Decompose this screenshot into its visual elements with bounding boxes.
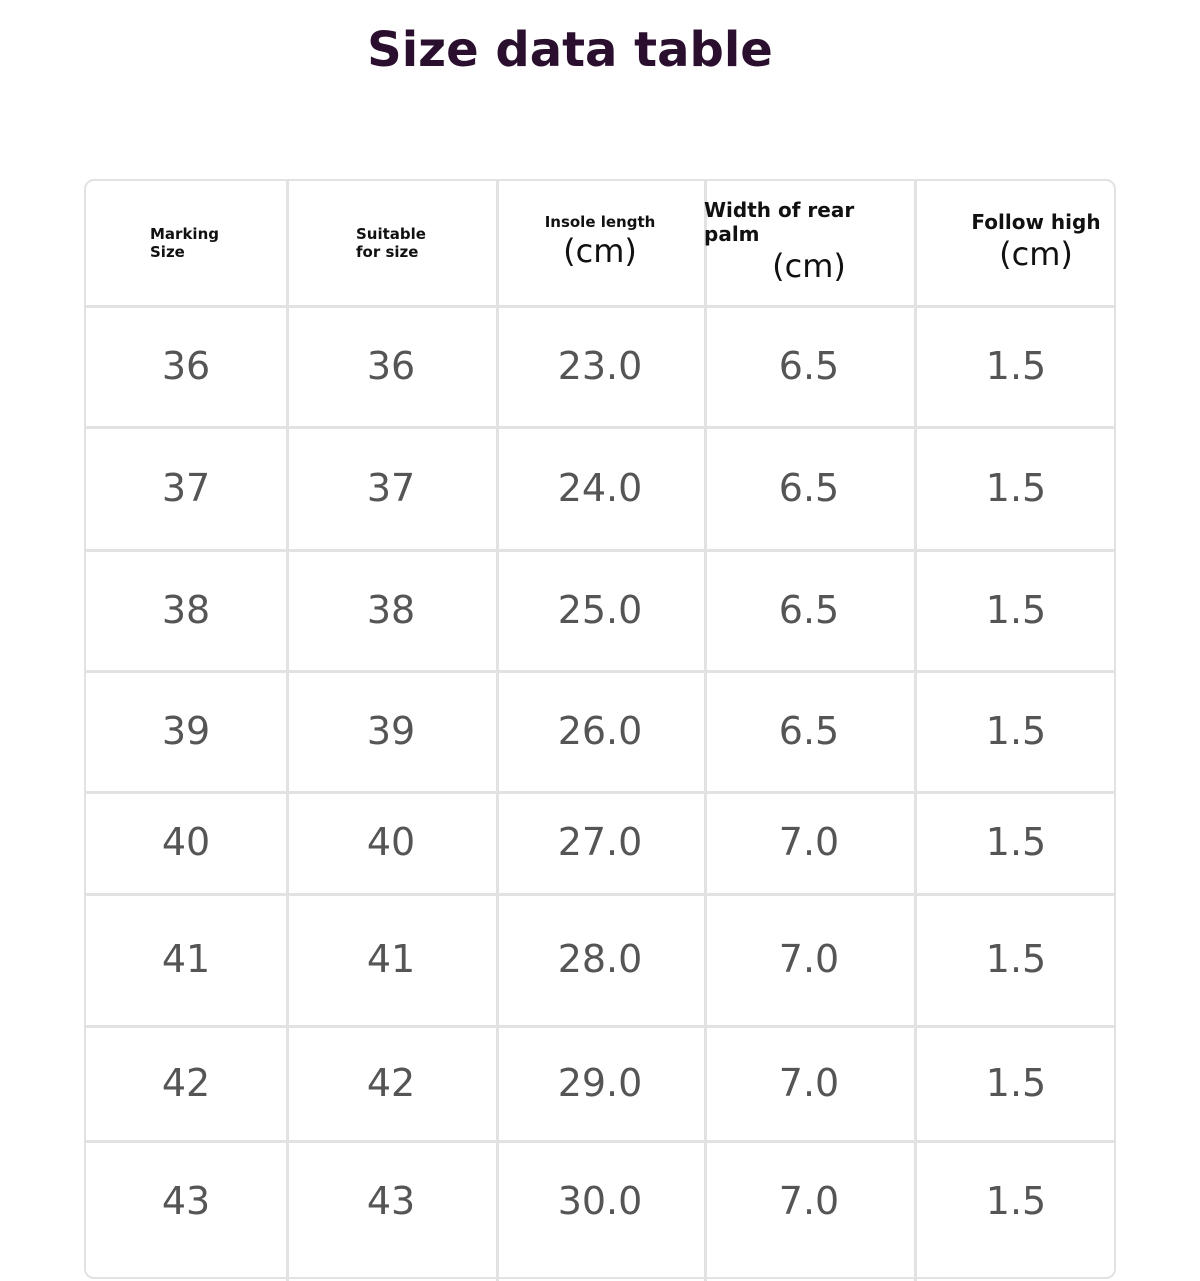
table-cell: 37 <box>161 465 211 510</box>
table-cell: 7.0 <box>778 1178 840 1223</box>
row-divider <box>86 670 1116 673</box>
table-cell: 1.5 <box>985 465 1047 510</box>
table-cell: 42 <box>161 1060 211 1105</box>
table-cell: 38 <box>161 587 211 632</box>
header-text: (cm) <box>563 232 637 271</box>
row-divider <box>86 1025 1116 1028</box>
table-cell: 1.5 <box>985 343 1047 388</box>
header-text: (cm) <box>772 247 846 286</box>
table-cell: 1.5 <box>985 587 1047 632</box>
table-cell: 43 <box>366 1178 416 1223</box>
table-cell: 7.0 <box>778 937 840 981</box>
header-text: Size <box>150 243 185 261</box>
table-cell: 1.5 <box>985 937 1047 981</box>
header-cell: Suitable for size <box>286 181 496 305</box>
row-divider <box>86 549 1116 552</box>
table-cell: 26.0 <box>557 708 643 753</box>
table-cell: 43 <box>161 1178 211 1223</box>
table-cell: 1.5 <box>985 820 1047 864</box>
row-divider <box>86 1140 1116 1143</box>
table-cell: 7.0 <box>778 820 840 864</box>
column-divider <box>704 181 707 1281</box>
header-text: Width of rear palm <box>704 198 855 247</box>
column-divider <box>914 181 917 1281</box>
table-cell: 42 <box>366 1060 416 1105</box>
table-cell: 37 <box>366 465 416 510</box>
size-table: Marking Size Suitable for size Insole length… <box>84 179 1118 1281</box>
table-cell: 27.0 <box>557 820 643 864</box>
table-cell: 39 <box>366 708 416 753</box>
table-cell: 23.0 <box>557 343 643 388</box>
row-divider <box>86 791 1116 794</box>
header-text: for size <box>356 243 419 261</box>
header-cell: Follow high (cm) <box>914 181 1118 305</box>
table-cell: 36 <box>161 343 211 388</box>
row-divider <box>86 426 1116 429</box>
table-cell: 1.5 <box>985 1060 1047 1105</box>
header-text: Suitable <box>356 225 426 243</box>
table-cell: 6.5 <box>778 708 840 753</box>
header-text: Follow high <box>971 210 1101 235</box>
table-cell: 29.0 <box>557 1060 643 1105</box>
table-cell: 38 <box>366 587 416 632</box>
header-cell: Insole length (cm) <box>496 181 704 305</box>
table-cell: 1.5 <box>985 1178 1047 1223</box>
header-cell: Marking Size <box>86 181 286 305</box>
header-text: (cm) <box>999 235 1073 274</box>
table-cell: 6.5 <box>778 343 840 388</box>
table-cell: 7.0 <box>778 1060 840 1105</box>
table-cell: 36 <box>366 343 416 388</box>
row-divider <box>86 305 1116 308</box>
page: Size data table Marking Size Suitable for s… <box>84 22 1116 1281</box>
title: Size data table <box>367 22 773 78</box>
table-cell: 1.5 <box>985 708 1047 753</box>
column-divider <box>286 181 289 1281</box>
table-cell: 40 <box>366 820 416 864</box>
table-cell: 24.0 <box>557 465 643 510</box>
table-cell: 28.0 <box>557 937 643 981</box>
column-divider <box>496 181 499 1281</box>
table-cell: 41 <box>366 937 416 981</box>
header-text: Insole length <box>544 213 656 232</box>
table-cell: 41 <box>161 937 211 981</box>
table-cell: 6.5 <box>778 587 840 632</box>
row-divider <box>86 893 1116 896</box>
table-cell: 6.5 <box>778 465 840 510</box>
header-text: Marking <box>150 225 219 243</box>
table-cell: 25.0 <box>557 587 643 632</box>
table-cell: 40 <box>161 820 211 864</box>
header-cell: Width of rear palm (cm) <box>704 181 914 305</box>
table-cell: 30.0 <box>557 1178 643 1223</box>
table-cell: 39 <box>161 708 211 753</box>
